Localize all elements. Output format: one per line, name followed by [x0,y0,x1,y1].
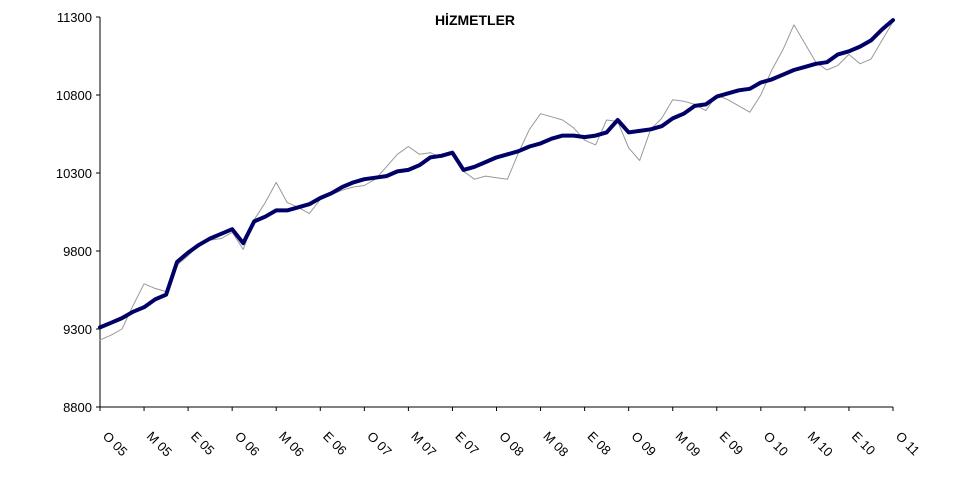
x-tick-label: E 07 [452,429,482,459]
line-series [98,18,895,330]
y-tick-label: 10800 [56,88,92,103]
x-tick-label: E 06 [320,429,350,459]
x-tick-label: M 06 [276,429,307,460]
y-tick-label: 8800 [63,400,92,415]
y-tick-label: 10300 [56,166,92,181]
x-tick-label: O 06 [232,429,263,460]
x-tick-label: M 09 [673,429,704,460]
line-series [99,21,894,341]
x-tick-label: O 07 [364,429,395,460]
x-tick-label: E 09 [717,429,747,459]
x-tick-label: E 10 [849,429,879,459]
y-tick-label: 9800 [63,244,92,259]
x-tick-label: M 08 [540,429,571,460]
x-tick-label: M 10 [805,429,836,460]
x-tick-label: M 07 [408,429,439,460]
y-tick-label: 9300 [63,322,92,337]
x-tick-label: O 08 [496,429,527,460]
x-tick-label: E 08 [584,429,614,459]
x-tick-label: E 05 [188,429,218,459]
x-tick-label: O 09 [629,429,660,460]
x-tick-label: M 05 [144,429,175,460]
chart-title: HİZMETLER [435,12,515,28]
x-tick-label: O 11 [893,429,923,459]
y-tick-label: 11300 [57,10,92,25]
x-tick-label: O 10 [761,429,792,460]
x-tick-label: O 05 [100,429,131,460]
